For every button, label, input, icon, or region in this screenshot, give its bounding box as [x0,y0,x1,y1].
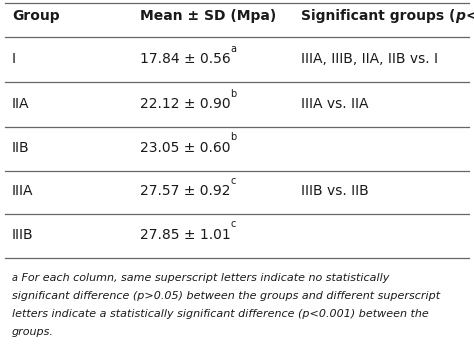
Text: Group: Group [12,9,59,23]
Text: I: I [12,52,16,66]
Text: IIIA: IIIA [12,184,33,198]
Text: significant difference (p>0.05) between the groups and different superscript: significant difference (p>0.05) between … [12,291,440,301]
Text: Significant groups (: Significant groups ( [301,9,456,23]
Text: For each column, same superscript letters indicate no statistically: For each column, same superscript letter… [18,273,389,283]
Text: letters indicate a statistically significant difference (p<0.001) between the: letters indicate a statistically signifi… [12,309,428,319]
Text: c: c [230,220,236,229]
Text: IIB: IIB [12,141,29,155]
Text: groups.: groups. [12,327,54,338]
Text: IIIA, IIIB, IIA, IIB vs. I: IIIA, IIIB, IIA, IIB vs. I [301,52,438,66]
Text: IIA: IIA [12,97,29,111]
Text: 17.84 ± 0.56: 17.84 ± 0.56 [140,52,230,66]
Text: b: b [230,133,237,142]
Text: a: a [230,44,237,54]
Text: 27.85 ± 1.01: 27.85 ± 1.01 [140,228,230,242]
Text: IIIB vs. IIB: IIIB vs. IIB [301,184,369,198]
Text: 27.57 ± 0.92: 27.57 ± 0.92 [140,184,230,198]
Text: 23.05 ± 0.60: 23.05 ± 0.60 [140,141,230,155]
Text: <0.001): <0.001) [465,9,474,23]
Text: 22.12 ± 0.90: 22.12 ± 0.90 [140,97,230,111]
Text: IIIB: IIIB [12,228,34,242]
Text: b: b [230,89,237,99]
Text: a: a [12,273,18,283]
Text: p: p [456,9,465,23]
Text: c: c [230,176,236,186]
Text: IIIA vs. IIA: IIIA vs. IIA [301,97,368,111]
Text: Mean ± SD (Mpa): Mean ± SD (Mpa) [140,9,276,23]
